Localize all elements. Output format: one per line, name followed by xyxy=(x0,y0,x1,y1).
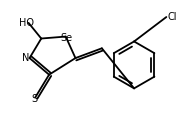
Text: Cl: Cl xyxy=(167,12,177,22)
Text: N: N xyxy=(22,53,29,63)
Text: HO: HO xyxy=(19,18,34,28)
Text: S: S xyxy=(31,94,37,104)
Text: Se: Se xyxy=(61,33,73,43)
